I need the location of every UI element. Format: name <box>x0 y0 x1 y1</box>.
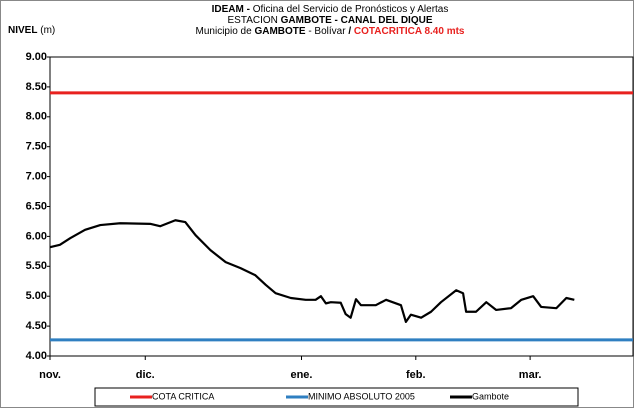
title-part: GAMBOTE <box>254 26 305 37</box>
title-part: / <box>348 26 354 37</box>
title-part: - Bolívar <box>306 26 349 37</box>
y-label-part: (m) <box>40 25 55 36</box>
legend-label: MINIMO ABSOLUTO 2005 <box>308 391 415 401</box>
series-line <box>49 219 575 324</box>
title-part: Municipio de <box>196 26 255 37</box>
title-part: ESTACION <box>227 15 280 26</box>
y-tick-label: 4.50 <box>26 320 47 332</box>
y-tick-label: 6.50 <box>26 200 47 212</box>
x-tick-label: feb. <box>406 369 426 381</box>
y-tick-label: 8.00 <box>26 111 47 123</box>
y-tick-label: 5.00 <box>26 290 47 302</box>
y-tick-label: 4.00 <box>26 350 47 362</box>
y-axis-label: NIVEL (m) <box>8 25 55 36</box>
title-line: IDEAM - Oficina del Servicio de Pronósti… <box>212 4 449 15</box>
x-tick-label: ene. <box>290 369 312 381</box>
title-part: Oficina del Servicio de Pronósticos y Al… <box>253 4 449 15</box>
y-tick-label: 5.50 <box>26 260 47 272</box>
x-tick-label: nov. <box>39 369 61 381</box>
legend <box>94 387 579 407</box>
legend-label: Gambote <box>472 391 509 401</box>
y-tick-label: 7.50 <box>26 141 47 153</box>
y-tick-label: 8.50 <box>26 81 47 93</box>
title-part: IDEAM - <box>212 4 253 15</box>
x-tick-label: dic. <box>136 369 155 381</box>
y-label-part: NIVEL <box>8 25 37 36</box>
title-part: GAMBOTE - CANAL DEL DIQUE <box>281 15 433 26</box>
title-line: ESTACION GAMBOTE - CANAL DEL DIQUE <box>227 15 432 26</box>
title-part: COTACRITICA 8.40 mts <box>354 26 465 37</box>
y-tick-label: 6.00 <box>26 230 47 242</box>
x-tick-label: mar. <box>519 369 542 381</box>
y-tick-label: 9.00 <box>26 51 47 63</box>
legend-label: COTA CRITICA <box>152 391 214 401</box>
title-line: Municipio de GAMBOTE - Bolívar / COTACRI… <box>196 26 465 37</box>
y-tick-label: 7.00 <box>26 171 47 183</box>
